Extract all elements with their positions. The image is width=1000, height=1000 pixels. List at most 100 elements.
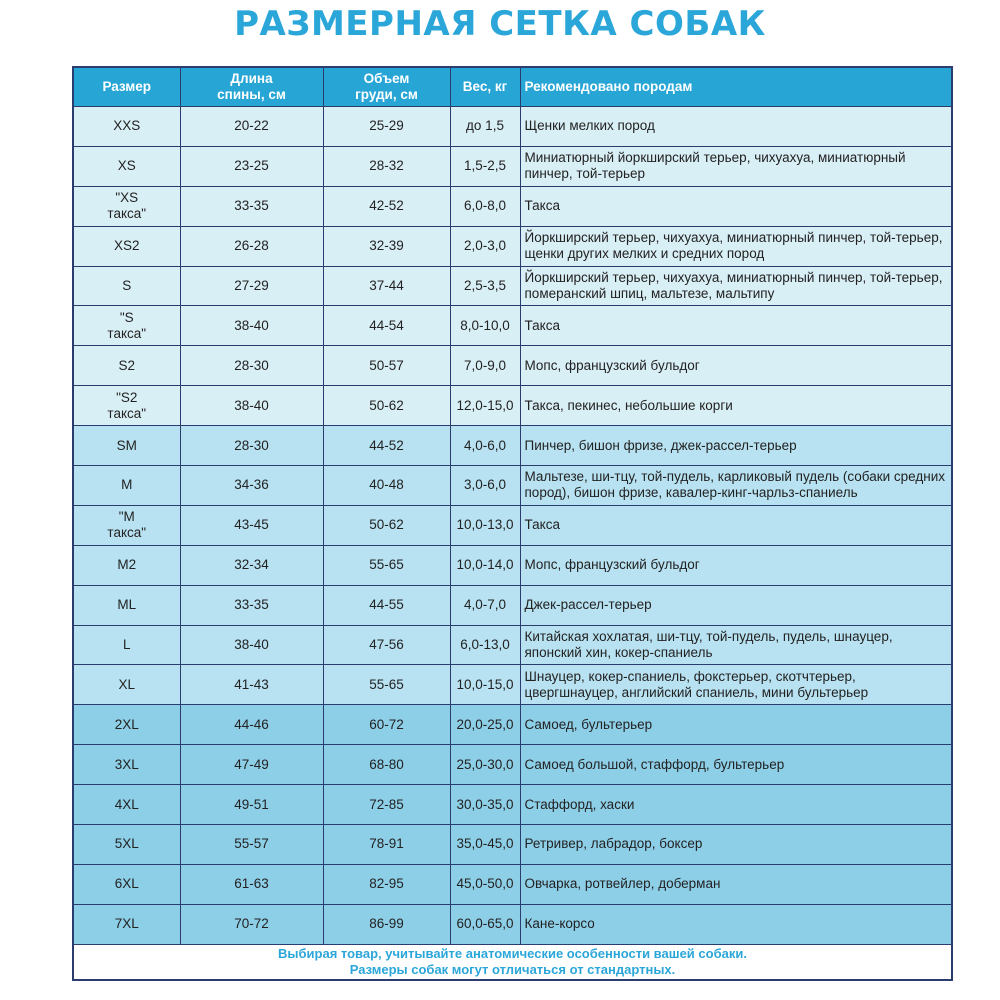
cell-breeds: Самоед, бультерьер — [519, 704, 953, 746]
cell-back-length: 47-49 — [179, 744, 324, 786]
cell-size: 4XL — [72, 784, 181, 826]
cell-size: XXS — [72, 106, 181, 147]
cell-chest: 50-62 — [322, 385, 451, 427]
cell-chest: 60-72 — [322, 704, 451, 746]
cell-size: SM — [72, 425, 181, 467]
cell-back-length: 28-30 — [179, 345, 324, 387]
cell-chest: 72-85 — [322, 784, 451, 826]
cell-size: XL — [72, 664, 181, 706]
table-row: "S такса" 38-40 44-54 8,0-10,0 Такса — [72, 305, 953, 347]
cell-breeds: Мопс, французский бульдог — [519, 345, 953, 387]
cell-back-length: 33-35 — [179, 584, 324, 626]
cell-size: "XS такса" — [72, 185, 181, 227]
cell-breeds: Самоед большой, стаффорд, бультерьер — [519, 744, 953, 786]
cell-weight: 10,0-13,0 — [449, 504, 521, 546]
cell-back-length: 23-25 — [179, 145, 324, 187]
cell-weight: 1,5-2,5 — [449, 145, 521, 187]
cell-chest: 32-39 — [322, 225, 451, 267]
table-row: 6XL 61-63 82-95 45,0-50,0 Овчарка, ротвейлер… — [72, 863, 953, 905]
table-row: S2 28-30 50-57 7,0-9,0 Мопс, французский бул… — [72, 345, 953, 387]
cell-size: S — [72, 265, 181, 307]
table-row: 4XL 49-51 72-85 30,0-35,0 Стаффорд, хаски — [72, 784, 953, 826]
table-row: XL 41-43 55-65 10,0-15,0 Шнауцер, кокер-спан… — [72, 664, 953, 706]
table-row: "S2 такса" 38-40 50-62 12,0-15,0 Такса, пеки… — [72, 385, 953, 427]
cell-breeds: Стаффорд, хаски — [519, 784, 953, 826]
cell-breeds: Кане-корсо — [519, 903, 953, 945]
page-title: РАЗМЕРНАЯ СЕТКА СОБАК — [234, 4, 766, 44]
cell-size: "S2 такса" — [72, 385, 181, 427]
cell-size: XS — [72, 145, 181, 187]
cell-weight: 10,0-15,0 — [449, 664, 521, 706]
footer-line: Размеры собак могут отличаться от станда… — [349, 961, 676, 977]
cell-size: M — [72, 465, 181, 506]
table-row: 5XL 55-57 78-91 35,0-45,0 Ретривер, лабрадор… — [72, 824, 953, 865]
cell-back-length: 34-36 — [179, 465, 324, 506]
cell-weight: 6,0-13,0 — [449, 624, 521, 666]
table-row: XS 23-25 28-32 1,5-2,5 Миниатюрный йоркширск… — [72, 145, 953, 187]
cell-weight: 3,0-6,0 — [449, 465, 521, 506]
cell-back-length: 49-51 — [179, 784, 324, 826]
cell-back-length: 32-34 — [179, 544, 324, 586]
cell-back-length: 41-43 — [179, 664, 324, 706]
cell-back-length: 26-28 — [179, 225, 324, 267]
cell-breeds: Такса — [519, 504, 953, 546]
cell-weight: 30,0-35,0 — [449, 784, 521, 826]
table-header: Размер Длина спины, см Объем груди, см В… — [72, 66, 953, 107]
cell-weight: 6,0-8,0 — [449, 185, 521, 227]
cell-chest: 68-80 — [322, 744, 451, 786]
cell-size: XS2 — [72, 225, 181, 267]
table-row: M2 32-34 55-65 10,0-14,0 Мопс, французский б… — [72, 544, 953, 586]
cell-back-length: 70-72 — [179, 903, 324, 945]
cell-size: 2XL — [72, 704, 181, 746]
cell-breeds: Ретривер, лабрадор, боксер — [519, 824, 953, 865]
cell-back-length: 33-35 — [179, 185, 324, 227]
table-row: XS2 26-28 32-39 2,0-3,0 Йоркширский терьер, … — [72, 225, 953, 267]
cell-size: 3XL — [72, 744, 181, 786]
table-row: 7XL 70-72 86-99 60,0-65,0 Кане-корсо — [72, 903, 953, 945]
cell-chest: 44-54 — [322, 305, 451, 347]
cell-size: "M такса" — [72, 504, 181, 546]
cell-back-length: 43-45 — [179, 504, 324, 546]
cell-weight: до 1,5 — [449, 106, 521, 147]
header-back-length: Длина спины, см — [179, 66, 324, 107]
cell-size: L — [72, 624, 181, 666]
cell-breeds: Щенки мелких пород — [519, 106, 953, 147]
cell-chest: 55-65 — [322, 664, 451, 706]
cell-weight: 7,0-9,0 — [449, 345, 521, 387]
cell-chest: 40-48 — [322, 465, 451, 506]
cell-weight: 2,0-3,0 — [449, 225, 521, 267]
cell-chest: 37-44 — [322, 265, 451, 307]
cell-breeds: Такса, пекинес, небольшие корги — [519, 385, 953, 427]
cell-size: S2 — [72, 345, 181, 387]
table-row: 2XL 44-46 60-72 20,0-25,0 Самоед, бультерьер — [72, 704, 953, 746]
cell-weight: 4,0-7,0 — [449, 584, 521, 626]
cell-back-length: 44-46 — [179, 704, 324, 746]
cell-back-length: 38-40 — [179, 624, 324, 666]
cell-back-length: 55-57 — [179, 824, 324, 865]
cell-size: M2 — [72, 544, 181, 586]
cell-size: "S такса" — [72, 305, 181, 347]
cell-weight: 20,0-25,0 — [449, 704, 521, 746]
table-row: "M такса" 43-45 50-62 10,0-13,0 Такса — [72, 504, 953, 546]
cell-chest: 44-52 — [322, 425, 451, 467]
cell-size: ML — [72, 584, 181, 626]
table-row: L 38-40 47-56 6,0-13,0 Китайская хохлатая, ш… — [72, 624, 953, 666]
header-weight: Вес, кг — [449, 66, 521, 107]
cell-chest: 42-52 — [322, 185, 451, 227]
cell-breeds: Йоркширский терьер, чихуахуа, миниатюрны… — [519, 225, 953, 267]
cell-breeds: Такса — [519, 305, 953, 347]
cell-weight: 8,0-10,0 — [449, 305, 521, 347]
cell-breeds: Мопс, французский бульдог — [519, 544, 953, 586]
cell-back-length: 38-40 — [179, 305, 324, 347]
table-row: ML 33-35 44-55 4,0-7,0 Джек-рассел-терьер — [72, 584, 953, 626]
cell-weight: 45,0-50,0 — [449, 863, 521, 905]
cell-weight: 60,0-65,0 — [449, 903, 521, 945]
cell-back-length: 20-22 — [179, 106, 324, 147]
cell-back-length: 61-63 — [179, 863, 324, 905]
cell-size: 5XL — [72, 824, 181, 865]
cell-breeds: Шнауцер, кокер-спаниель, фокстерьер, ско… — [519, 664, 953, 706]
cell-chest: 50-62 — [322, 504, 451, 546]
header-chest: Объем груди, см — [322, 66, 451, 107]
cell-size: 7XL — [72, 903, 181, 945]
cell-breeds: Овчарка, ротвейлер, доберман — [519, 863, 953, 905]
